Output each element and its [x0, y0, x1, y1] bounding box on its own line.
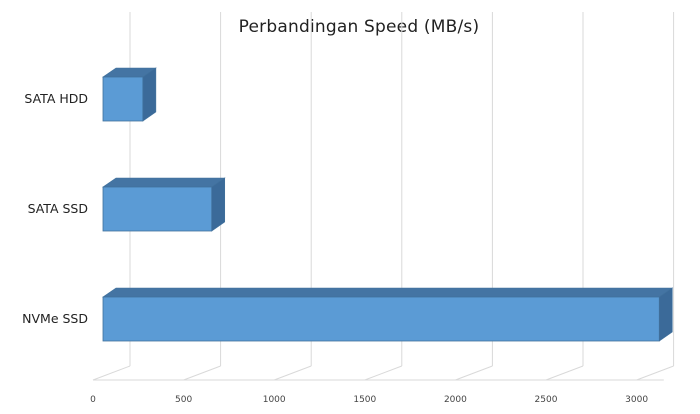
bar-side-sata-hdd [142, 67, 157, 122]
x-tick-label-2500: 2500 [535, 395, 558, 405]
bar-nvme-ssd [102, 287, 674, 342]
category-label-sata-ssd: SATA SSD [28, 201, 88, 216]
bar-front-sata-ssd [102, 186, 213, 232]
x-axis-tick-labels: 0 500 1000 1500 2000 2500 3000 [90, 395, 648, 405]
floor-line-0 [92, 365, 131, 381]
floor-line-3000 [636, 365, 674, 381]
floor-line-500 [183, 365, 221, 381]
x-tick-label-500: 500 [175, 395, 192, 405]
category-labels: SATA HDD SATA SSD NVMe SSD [22, 91, 88, 326]
x-tick-label-1500: 1500 [353, 395, 376, 405]
bar-top-nvme-ssd [102, 287, 674, 298]
bar-sata-ssd [102, 177, 226, 232]
bar-front-sata-hdd [102, 76, 144, 122]
chart-title: Perbandingan Speed (MB/s) [238, 17, 480, 37]
x-tick-label-2000: 2000 [444, 395, 467, 405]
x-tick-label-3000: 3000 [625, 395, 648, 405]
category-label-nvme-ssd: NVMe SSD [22, 311, 88, 326]
floor-line-1500 [364, 365, 402, 381]
floor-line-2000 [455, 365, 493, 381]
bar-side-nvme-ssd [658, 287, 673, 342]
bar-front-nvme-ssd [102, 296, 660, 342]
x-tick-label-1000: 1000 [263, 395, 286, 405]
floor-line-2500 [545, 365, 584, 381]
bar-sata-hdd [102, 67, 157, 122]
bar-side-sata-ssd [211, 177, 226, 232]
bar-top-sata-ssd [102, 177, 226, 188]
bars [102, 67, 674, 342]
category-label-sata-hdd: SATA HDD [24, 91, 88, 106]
x-tick-label-0: 0 [90, 395, 96, 405]
floor-line-1000 [274, 365, 312, 381]
